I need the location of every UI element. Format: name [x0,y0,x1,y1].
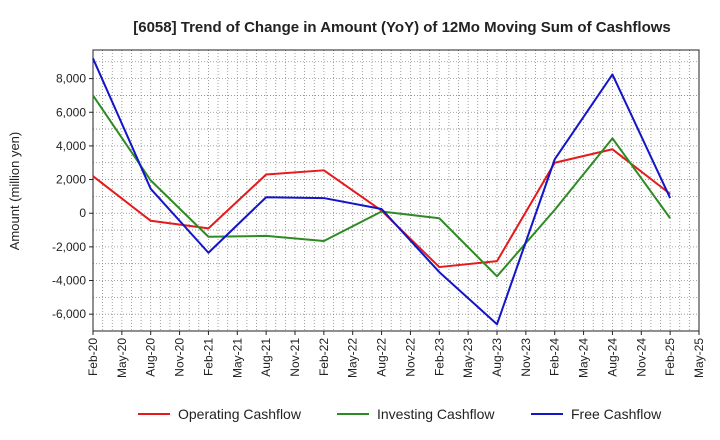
x-tick-label: May-24 [577,338,591,378]
x-tick-label: May-22 [346,338,360,378]
x-tick-label: Aug-23 [490,338,504,377]
y-tick-label: 6,000 [56,105,86,119]
y-tick-label: -4,000 [52,274,86,288]
plot-frame [92,49,700,332]
x-tick-label: Nov-24 [634,338,648,377]
x-tick-label: Nov-22 [403,338,417,377]
x-tick-label: Feb-22 [317,338,331,376]
legend-label-operating-cashflow: Operating Cashflow [178,406,302,422]
y-axis-ticks: 8,000 6,000 4,000 2,000 0 -2,000 -4,000 -6,000 [52,72,93,321]
legend-label-free-cashflow: Free Cashflow [571,406,662,422]
legend: Operating Cashflow Investing Cashflow Free… [138,406,662,422]
x-tick-label: Aug-24 [605,338,619,377]
x-tick-label: May-25 [692,338,706,378]
x-tick-label: Feb-20 [86,338,100,376]
series-line-free-cashflow [92,58,672,326]
y-tick-label: 8,000 [56,72,86,86]
x-tick-label: May-23 [461,338,475,378]
x-tick-label: Aug-22 [375,338,389,377]
legend-label-investing-cashflow: Investing Cashflow [377,406,495,422]
series-lines [92,58,672,326]
grid [93,50,699,331]
y-tick-label: 4,000 [56,139,86,153]
x-tick-label: Feb-21 [201,338,215,376]
x-tick-label: Nov-23 [519,338,533,377]
x-tick-label: Aug-21 [259,338,273,377]
x-axis-ticks: Feb-20 May-20 Aug-20 Nov-20 Feb-21 May-21 Aug-… [86,331,706,378]
x-tick-label: May-21 [230,338,244,378]
series-line-investing-cashflow [92,94,671,278]
y-tick-label: 0 [79,206,86,220]
x-tick-label: Feb-23 [432,338,446,376]
chart-title: [6058] Trend of Change in Amount (YoY) o… [133,19,671,36]
y-axis-label: Amount (million yen) [7,132,22,251]
x-tick-label: Feb-25 [663,338,677,376]
y-tick-label: 2,000 [56,173,86,187]
y-tick-label: -6,000 [52,307,86,321]
x-tick-label: Nov-20 [173,338,187,377]
x-tick-label: Nov-21 [288,338,302,377]
x-tick-label: Feb-24 [548,338,562,376]
x-tick-label: May-20 [115,338,129,378]
x-tick-label: Aug-20 [144,338,158,377]
y-tick-label: -2,000 [52,240,86,254]
